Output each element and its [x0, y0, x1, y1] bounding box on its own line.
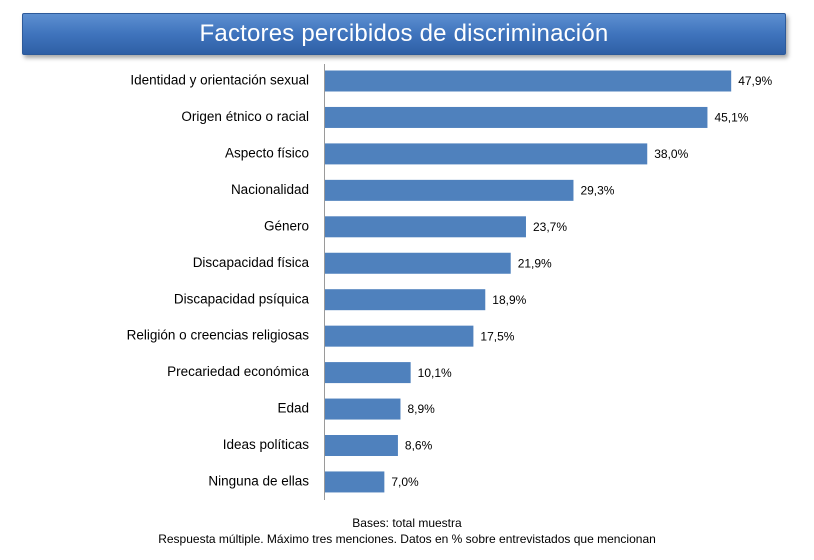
category-label: Religión o creencias religiosas [127, 328, 310, 343]
value-label: 7,0% [391, 475, 419, 489]
category-label: Precariedad económica [167, 364, 309, 379]
bar [325, 179, 574, 201]
value-label: 8,9% [407, 402, 435, 416]
category-label: Aspecto físico [225, 145, 309, 160]
bar [325, 289, 486, 311]
footnote-bases: Bases: total muestra [352, 516, 462, 530]
bar [325, 325, 474, 347]
category-label: Género [264, 218, 309, 233]
value-label: 10,1% [418, 366, 452, 380]
category-label: Ideas políticas [223, 437, 310, 452]
bar [325, 143, 648, 165]
bar [325, 435, 398, 456]
category-label: Edad [277, 401, 309, 416]
value-label: 8,6% [405, 439, 433, 453]
bar [325, 362, 411, 384]
bar-series [325, 70, 732, 493]
footnote-method: Respuesta múltiple. Máximo tres mencione… [158, 532, 656, 546]
chart-title: Factores percibidos de discriminación [199, 20, 609, 47]
category-label: Discapacidad física [193, 255, 310, 270]
value-label: 45,1% [714, 111, 748, 125]
category-label: Discapacidad psíquica [174, 291, 310, 306]
bar [325, 471, 385, 493]
bar-chart: Identidad y orientación sexual Origen étn… [127, 64, 773, 500]
bar [325, 398, 401, 420]
category-label: Origen étnico o racial [181, 109, 309, 124]
bar [325, 252, 511, 274]
value-labels: 47,9% 45,1% 38,0% 29,3% 23,7% 21,9% 18,9% 17,5%… [391, 74, 772, 489]
bar [325, 216, 526, 238]
value-label: 17,5% [480, 329, 514, 343]
footnote: Bases: total muestra Respuesta múltiple.… [0, 515, 814, 547]
category-labels: Identidad y orientación sexual Origen étn… [127, 73, 310, 489]
value-label: 23,7% [533, 220, 567, 234]
value-label: 29,3% [580, 184, 614, 198]
value-label: 47,9% [738, 74, 772, 88]
value-label: 21,9% [518, 256, 552, 270]
bar [325, 106, 708, 128]
bar [325, 70, 732, 92]
value-label: 18,9% [492, 293, 526, 307]
title-banner: Factores percibidos de discriminación [22, 13, 786, 55]
category-label: Ninguna de ellas [208, 474, 309, 489]
category-label: Nacionalidad [231, 182, 309, 197]
category-label: Identidad y orientación sexual [130, 73, 309, 88]
value-label: 38,0% [654, 147, 688, 161]
